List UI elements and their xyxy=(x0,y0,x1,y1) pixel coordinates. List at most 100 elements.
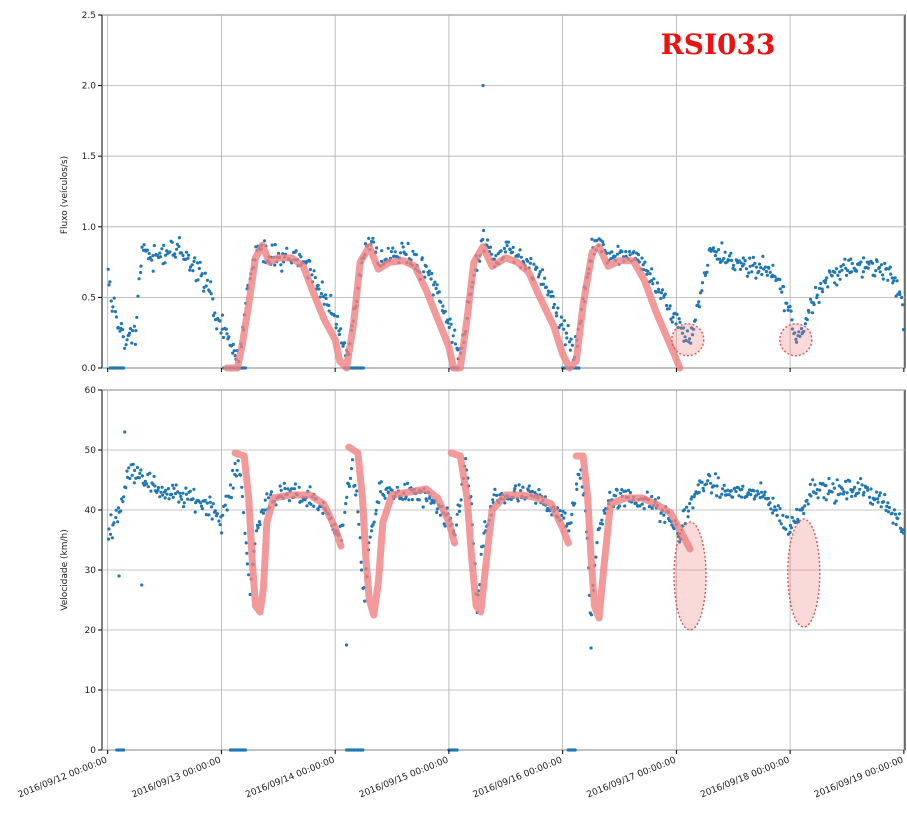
data-point xyxy=(551,294,555,298)
x-tick-label: 2016/09/17 00:00:00 xyxy=(586,755,678,800)
data-point xyxy=(316,508,320,512)
data-point xyxy=(789,526,794,530)
data-point xyxy=(404,252,408,257)
data-point xyxy=(332,314,337,318)
data-point xyxy=(308,485,312,489)
data-point xyxy=(197,266,201,271)
data-point xyxy=(255,523,259,528)
data-point xyxy=(575,487,579,491)
data-point xyxy=(830,490,834,494)
data-point xyxy=(902,531,906,535)
data-point xyxy=(682,339,686,343)
data-point xyxy=(824,498,828,502)
data-point xyxy=(240,494,244,499)
data-point xyxy=(534,501,538,505)
data-point xyxy=(200,507,204,511)
data-point xyxy=(124,486,128,490)
data-point xyxy=(708,474,712,478)
data-point xyxy=(692,327,696,331)
data-point xyxy=(182,501,186,505)
data-point xyxy=(739,261,743,265)
data-point xyxy=(495,493,499,497)
data-point xyxy=(859,260,863,264)
data-point xyxy=(358,536,362,540)
data-point xyxy=(139,270,143,275)
speed-y-ticks: 0 10 20 30 40 50 60 xyxy=(85,386,102,756)
data-point xyxy=(595,541,599,545)
data-point xyxy=(448,317,452,321)
data-point xyxy=(871,261,875,265)
data-point xyxy=(224,327,228,331)
data-point xyxy=(519,489,523,493)
data-point xyxy=(231,351,235,355)
data-point xyxy=(722,483,726,487)
zero-point xyxy=(243,366,248,370)
data-point xyxy=(848,479,852,483)
data-point xyxy=(343,510,347,514)
data-point xyxy=(808,482,812,486)
data-point xyxy=(803,504,807,508)
data-point xyxy=(399,251,403,255)
flow-trend-highlight xyxy=(223,241,684,372)
data-point xyxy=(720,487,725,491)
outlier-point xyxy=(589,646,593,650)
data-point xyxy=(430,271,434,276)
data-point xyxy=(435,283,439,287)
data-point xyxy=(204,284,208,288)
data-point xyxy=(382,493,386,498)
data-point xyxy=(537,488,541,492)
data-point xyxy=(793,331,797,335)
data-point xyxy=(709,491,714,495)
data-point xyxy=(755,489,760,493)
data-point xyxy=(846,269,850,273)
data-point xyxy=(706,479,710,483)
data-point xyxy=(577,473,581,477)
data-point xyxy=(231,486,235,490)
data-point xyxy=(856,481,860,485)
data-point xyxy=(124,343,128,347)
data-point xyxy=(764,269,769,274)
data-point xyxy=(170,240,174,244)
data-point xyxy=(446,318,450,322)
data-point xyxy=(238,473,243,477)
data-point xyxy=(447,325,451,330)
data-point xyxy=(261,511,266,515)
data-point xyxy=(720,492,724,496)
data-point xyxy=(323,293,328,297)
data-point xyxy=(257,520,261,524)
data-point xyxy=(119,322,123,326)
data-point xyxy=(663,520,667,525)
data-point xyxy=(781,513,785,518)
zero-point xyxy=(122,748,126,752)
data-point xyxy=(807,310,811,314)
data-point xyxy=(897,512,902,516)
data-point xyxy=(371,523,375,527)
data-point xyxy=(705,270,709,274)
data-point xyxy=(327,309,331,313)
data-point xyxy=(519,255,523,259)
speed-missing-highlight xyxy=(787,518,821,628)
data-point xyxy=(729,489,733,493)
data-point xyxy=(420,256,424,260)
data-point xyxy=(818,488,822,492)
y-tick-label: 40 xyxy=(85,506,97,516)
data-point xyxy=(283,486,287,491)
data-point xyxy=(662,513,666,517)
data-point xyxy=(349,467,354,471)
speed-trend-highlight xyxy=(345,443,459,619)
data-point xyxy=(530,489,535,494)
data-point xyxy=(345,495,349,499)
data-point xyxy=(427,269,432,273)
data-point xyxy=(443,309,447,313)
data-point xyxy=(568,348,573,352)
outlier-point xyxy=(140,583,144,587)
data-point xyxy=(594,555,598,559)
data-point xyxy=(263,498,267,502)
data-point xyxy=(715,257,719,261)
data-point xyxy=(573,501,577,505)
data-point xyxy=(213,311,217,315)
data-point xyxy=(120,497,124,501)
data-point xyxy=(527,484,531,488)
data-point xyxy=(175,242,179,246)
data-point xyxy=(177,236,181,240)
